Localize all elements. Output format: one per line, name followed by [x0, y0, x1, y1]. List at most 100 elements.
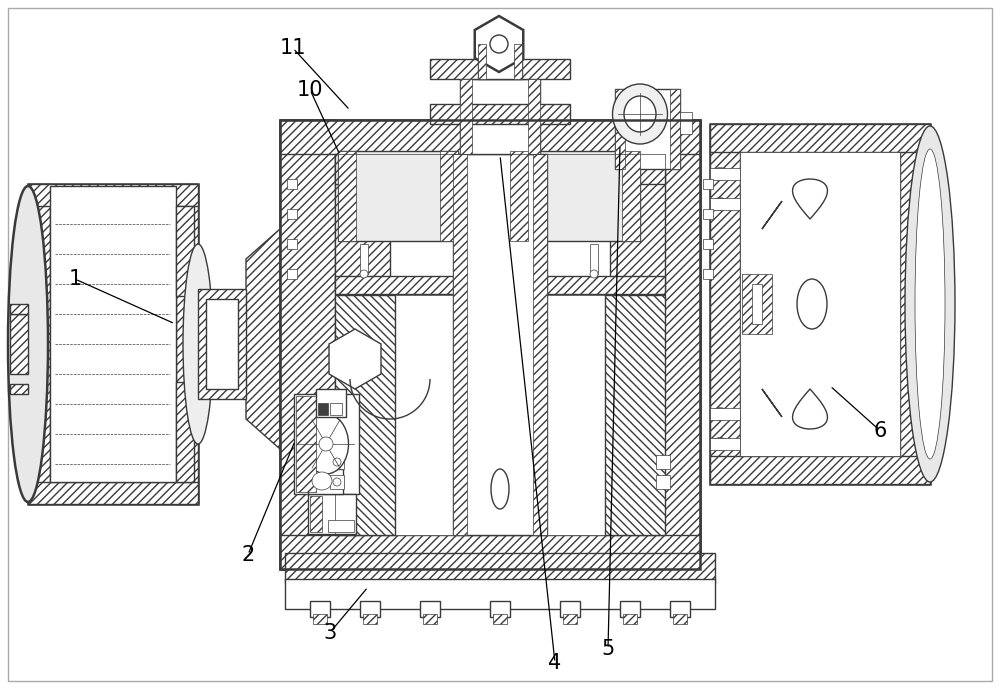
- Bar: [510, 151, 640, 241]
- Polygon shape: [246, 229, 280, 449]
- Bar: [308, 469, 343, 494]
- Ellipse shape: [711, 168, 729, 180]
- Polygon shape: [793, 179, 827, 219]
- Bar: [453, 154, 547, 535]
- Bar: [740, 152, 900, 456]
- Bar: [680, 112, 692, 134]
- Bar: [440, 151, 458, 241]
- Bar: [10, 384, 28, 394]
- Bar: [287, 239, 297, 249]
- Bar: [752, 284, 762, 324]
- Bar: [338, 151, 356, 241]
- Bar: [710, 124, 930, 152]
- Ellipse shape: [711, 438, 729, 450]
- Bar: [710, 408, 740, 420]
- Bar: [710, 124, 740, 484]
- Bar: [703, 239, 713, 249]
- Bar: [335, 276, 665, 294]
- Bar: [316, 389, 346, 417]
- Bar: [703, 209, 713, 219]
- Bar: [335, 154, 390, 289]
- Ellipse shape: [319, 437, 333, 451]
- Bar: [510, 151, 528, 241]
- Bar: [514, 44, 522, 79]
- Bar: [703, 179, 713, 189]
- Bar: [50, 186, 176, 482]
- Bar: [620, 601, 640, 617]
- Bar: [656, 475, 670, 489]
- Bar: [280, 120, 700, 154]
- Bar: [176, 206, 194, 296]
- Text: 3: 3: [323, 622, 337, 643]
- Polygon shape: [762, 389, 782, 417]
- Ellipse shape: [905, 126, 955, 482]
- Bar: [710, 438, 740, 450]
- Bar: [563, 614, 577, 624]
- Bar: [285, 579, 715, 609]
- Bar: [280, 120, 700, 569]
- Bar: [533, 154, 547, 535]
- Bar: [28, 184, 50, 504]
- Bar: [198, 289, 246, 399]
- Bar: [330, 475, 344, 489]
- Bar: [605, 295, 665, 535]
- Bar: [560, 601, 580, 617]
- Bar: [287, 209, 297, 219]
- Bar: [395, 295, 605, 535]
- Text: 1: 1: [68, 269, 82, 289]
- Bar: [645, 120, 700, 569]
- Ellipse shape: [590, 270, 598, 278]
- Bar: [296, 396, 316, 492]
- Bar: [615, 89, 680, 169]
- Bar: [287, 179, 297, 189]
- Bar: [318, 403, 328, 415]
- Bar: [363, 614, 377, 624]
- Ellipse shape: [490, 35, 508, 53]
- Bar: [423, 614, 437, 624]
- Text: 4: 4: [548, 652, 562, 673]
- Bar: [710, 456, 930, 484]
- Ellipse shape: [797, 279, 827, 329]
- Bar: [610, 154, 665, 289]
- Bar: [308, 451, 322, 471]
- Bar: [280, 120, 335, 569]
- Text: 2: 2: [241, 544, 255, 565]
- Bar: [294, 394, 359, 494]
- Bar: [670, 89, 680, 169]
- Bar: [360, 601, 380, 617]
- Bar: [710, 124, 930, 484]
- Ellipse shape: [612, 84, 668, 144]
- Bar: [623, 614, 637, 624]
- Bar: [360, 244, 368, 274]
- Ellipse shape: [183, 244, 213, 444]
- Bar: [330, 403, 342, 415]
- Bar: [176, 184, 198, 504]
- Text: 5: 5: [601, 639, 615, 659]
- Ellipse shape: [333, 478, 341, 486]
- Bar: [460, 79, 472, 154]
- Bar: [206, 299, 238, 389]
- Bar: [478, 44, 522, 79]
- Bar: [328, 520, 354, 532]
- Bar: [176, 382, 194, 482]
- Bar: [285, 553, 715, 583]
- Bar: [310, 496, 322, 532]
- Bar: [622, 151, 640, 241]
- Bar: [590, 244, 598, 274]
- Ellipse shape: [360, 270, 368, 278]
- Bar: [493, 614, 507, 624]
- Bar: [313, 614, 327, 624]
- Ellipse shape: [711, 408, 729, 420]
- Bar: [28, 184, 198, 206]
- Bar: [280, 535, 700, 569]
- Bar: [280, 120, 700, 569]
- Ellipse shape: [333, 458, 341, 466]
- Bar: [670, 601, 690, 617]
- Bar: [420, 601, 440, 617]
- Bar: [656, 455, 670, 469]
- Bar: [430, 104, 570, 124]
- Bar: [703, 269, 713, 279]
- Bar: [335, 154, 665, 184]
- Bar: [528, 79, 540, 154]
- Bar: [28, 184, 198, 504]
